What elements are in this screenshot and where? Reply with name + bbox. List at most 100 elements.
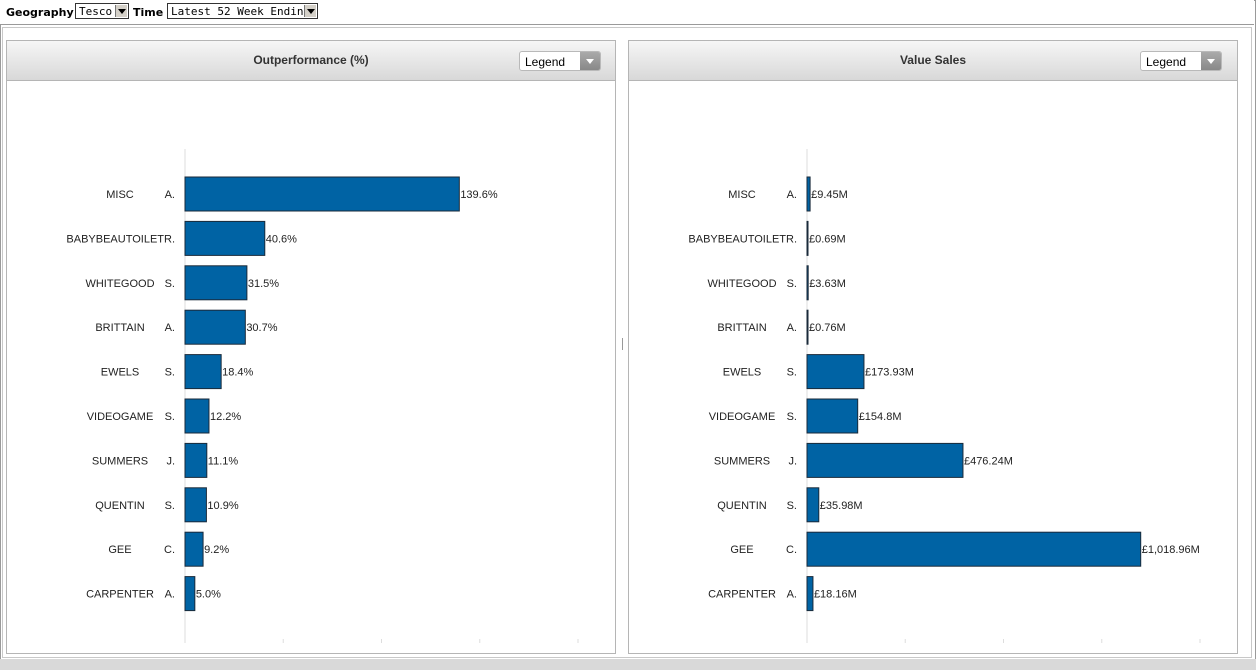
category-label: WHITEGOOD (707, 278, 776, 290)
bar (806, 398, 859, 434)
category-label: VIDEOGAME (87, 411, 154, 423)
time-select-value: Latest 52 Week Ending (171, 5, 311, 18)
panel-title: Outperformance (%) (253, 53, 369, 67)
chevron-down-icon[interactable] (115, 5, 127, 17)
bar (184, 531, 204, 567)
category-label: BABYBEAUTOILETR. (66, 233, 175, 245)
category-initial-label: A. (787, 189, 797, 201)
filter-toolbar: Geography Tesco Time Latest 52 Week Endi… (0, 0, 1254, 25)
data-label: £18.16M (814, 589, 857, 601)
bar (806, 220, 809, 256)
data-label: £173.93M (865, 367, 914, 379)
time-label: Time (133, 6, 164, 19)
geography-label: Geography (6, 6, 74, 19)
data-label: 11.1% (208, 455, 239, 467)
panel-header: Outperformance (%) Legend (7, 41, 615, 81)
category-label: BABYBEAUTOILETR. (688, 233, 797, 245)
data-label: £1,018.96M (1142, 544, 1200, 556)
data-label: 9.2% (204, 544, 229, 556)
data-label: 18.4% (222, 367, 253, 379)
bar (806, 576, 814, 612)
category-initial-label: J. (166, 455, 175, 467)
bar (806, 442, 964, 478)
category-initial-label: C. (164, 544, 175, 556)
geography-select[interactable]: Tesco (75, 3, 129, 19)
bar (184, 265, 248, 301)
category-label: EWELS (723, 367, 762, 379)
category-label: GEE (108, 544, 131, 556)
bar (806, 265, 809, 301)
data-label: 12.2% (210, 411, 241, 423)
category-initial-label: A. (787, 589, 797, 601)
data-label: 5.0% (196, 589, 221, 601)
data-label: 31.5% (248, 278, 279, 290)
legend-dropdown[interactable]: Legend (519, 51, 601, 71)
category-label: CARPENTER (86, 589, 154, 601)
geography-select-value: Tesco (79, 5, 113, 18)
legend-dropdown-label: Legend (1146, 55, 1187, 69)
category-initial-label: S. (165, 367, 175, 379)
category-label: BRITTAIN (95, 322, 144, 334)
category-initial-label: A. (165, 189, 175, 201)
bar (184, 576, 196, 612)
category-initial-label: S. (165, 278, 175, 290)
bar (806, 487, 820, 523)
data-label: £154.8M (859, 411, 902, 423)
data-label: 30.7% (246, 322, 277, 334)
data-label: 139.6% (460, 189, 498, 201)
bar (806, 309, 809, 345)
category-label: MISC (728, 189, 756, 201)
category-label: VIDEOGAME (709, 411, 776, 423)
category-initial-label: S. (787, 411, 797, 423)
outperformance-panel: Outperformance (%) Legend MISC A. 139.6% BA… (6, 40, 616, 654)
bar (184, 398, 210, 434)
category-label: SUMMERS (92, 455, 148, 467)
data-label: £0.69M (809, 233, 846, 245)
category-label: QUENTIN (95, 500, 145, 512)
bar (806, 176, 811, 212)
outperformance-chart: MISC A. 139.6% BABYBEAUTOILETR. 40.6% WHITEGO… (66, 149, 579, 643)
bar (184, 442, 208, 478)
category-label: GEE (730, 544, 753, 556)
data-label: £9.45M (811, 189, 848, 201)
data-label: 10.9% (207, 500, 238, 512)
category-label: MISC (106, 189, 134, 201)
category-initial-label: S. (787, 500, 797, 512)
bar (184, 176, 460, 212)
category-initial-label: J. (788, 455, 797, 467)
category-initial-label: A. (165, 322, 175, 334)
time-select[interactable]: Latest 52 Week Ending (167, 3, 318, 19)
value-sales-chart: MISC A. £9.45M BABYBEAUTOILETR. £0.69M WHITEG… (688, 149, 1201, 643)
category-label: CARPENTER (708, 589, 776, 601)
category-label: BRITTAIN (717, 322, 766, 334)
bar (184, 220, 266, 256)
panel-splitter-handle[interactable] (622, 338, 623, 350)
category-initial-label: A. (165, 589, 175, 601)
chevron-down-icon[interactable] (304, 5, 316, 17)
bar (184, 309, 246, 345)
chevron-down-icon[interactable] (1201, 52, 1221, 70)
category-label: WHITEGOOD (85, 278, 154, 290)
bar (806, 354, 865, 390)
data-label: £35.98M (820, 500, 863, 512)
category-initial-label: S. (787, 278, 797, 290)
chevron-down-icon[interactable] (580, 52, 600, 70)
legend-dropdown[interactable]: Legend (1140, 51, 1222, 71)
category-initial-label: S. (787, 367, 797, 379)
data-label: £476.24M (964, 455, 1013, 467)
category-initial-label: C. (786, 544, 797, 556)
category-initial-label: A. (787, 322, 797, 334)
category-label: SUMMERS (714, 455, 770, 467)
category-initial-label: S. (165, 500, 175, 512)
panel-header: Value Sales Legend (629, 41, 1237, 81)
bar (184, 354, 222, 390)
bar (184, 487, 207, 523)
category-label: EWELS (101, 367, 140, 379)
bar (806, 531, 1142, 567)
data-label: 40.6% (266, 233, 297, 245)
legend-dropdown-label: Legend (525, 55, 566, 69)
data-label: £3.63M (809, 278, 846, 290)
category-initial-label: S. (165, 411, 175, 423)
category-label: QUENTIN (717, 500, 767, 512)
status-bar (0, 659, 1256, 670)
